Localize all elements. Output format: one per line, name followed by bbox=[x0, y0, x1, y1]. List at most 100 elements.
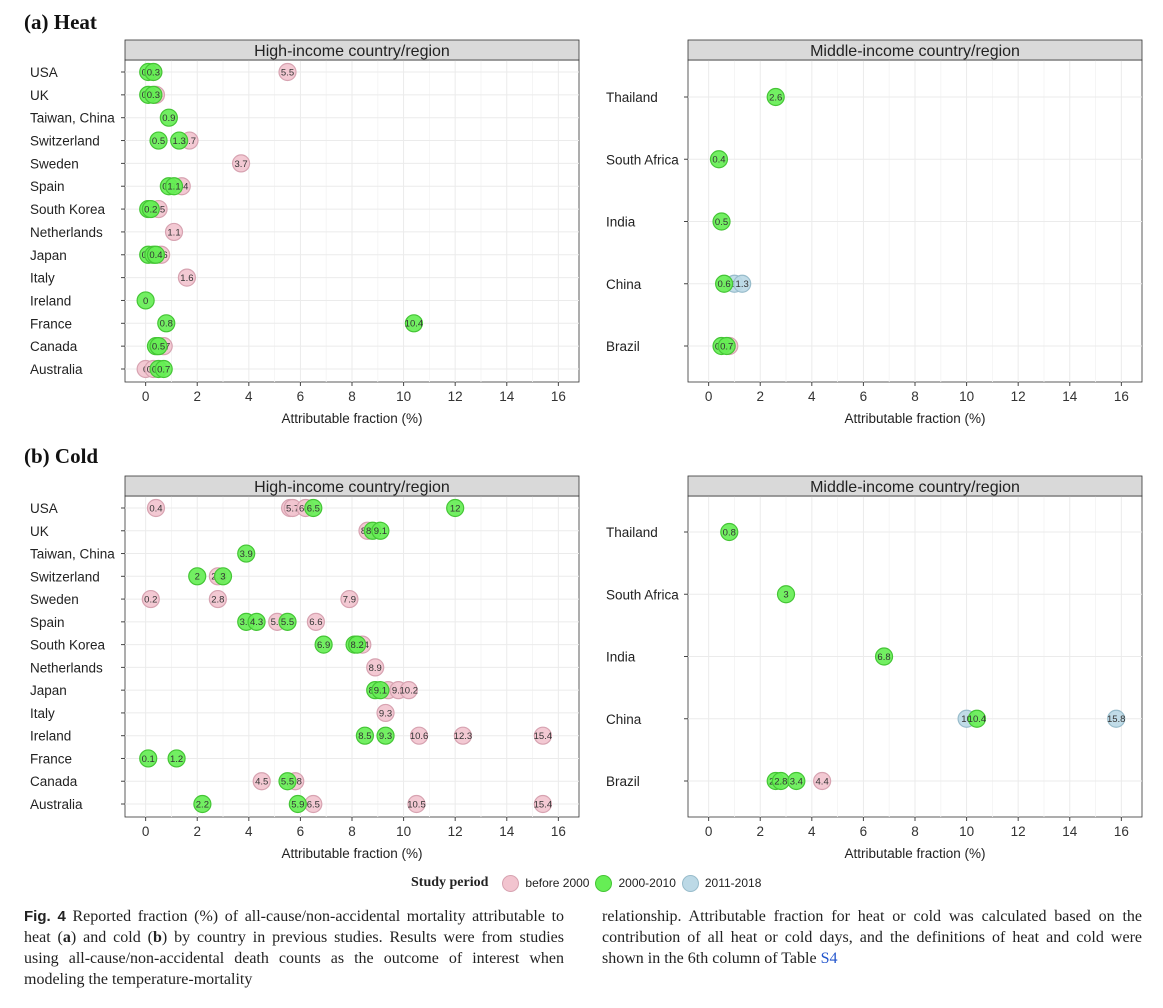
data-point-marker bbox=[141, 589, 160, 609]
heat-high-tick-label-16: 16 bbox=[551, 389, 566, 404]
data-point-label: 12 bbox=[450, 503, 461, 514]
cold-middle-strip-title: Middle-income country/region bbox=[810, 479, 1020, 496]
data-point-marker bbox=[278, 772, 297, 791]
cold-high-strip-title: High-income country/region bbox=[254, 479, 450, 496]
heat-high-category-label-spain: Spain bbox=[30, 179, 65, 194]
heat-high-point-italy-1-6: 1.6 bbox=[177, 268, 197, 287]
cold-high-point-usa-12: 12 bbox=[446, 498, 465, 518]
cold-high-category-label-japan: Japan bbox=[30, 683, 67, 698]
heat-high-tick-label-14: 14 bbox=[499, 389, 515, 404]
cold-high-point-canada-4-5: 4.5 bbox=[252, 772, 271, 791]
cold-high-point-australia-10-5: 10.5 bbox=[407, 794, 426, 814]
data-point-label: 0 bbox=[143, 296, 148, 307]
data-point-label: 2.8 bbox=[211, 594, 224, 605]
data-point-marker bbox=[146, 498, 166, 518]
heat-middle-tick-label-2: 2 bbox=[756, 389, 764, 404]
data-point-label: 0.7 bbox=[157, 364, 170, 375]
caption-b: b bbox=[152, 929, 162, 946]
data-point-label: 9.3 bbox=[379, 708, 392, 719]
cold-high-point-canada-5-5: 5.5 bbox=[278, 772, 297, 791]
data-point-marker bbox=[348, 635, 367, 654]
cold-high-point-ireland-8-5: 8.5 bbox=[355, 726, 374, 745]
heat-middle-category-label-thailand: Thailand bbox=[606, 90, 658, 105]
heat-high-category-label-switzerland: Switzerland bbox=[30, 134, 100, 149]
data-point-label: 15.4 bbox=[534, 799, 553, 810]
data-point-label: 5.7 bbox=[286, 503, 299, 514]
cold-high-point-sweden-0-2: 0.2 bbox=[141, 589, 160, 609]
data-point-label: 0.2 bbox=[144, 204, 157, 215]
cold-high-point-italy-9-3: 9.3 bbox=[376, 703, 395, 723]
cold-middle-category-label-india: India bbox=[606, 650, 636, 665]
heat-high-tick-label-2: 2 bbox=[193, 389, 201, 404]
cold-high-point-taiwan-china-3-9: 3.9 bbox=[237, 544, 256, 563]
cold-high-point-netherlands-8-9: 8.9 bbox=[366, 658, 385, 677]
heat-high-point-australia-0-7: 0.7 bbox=[154, 359, 173, 379]
cold-high-point-australia-5-9: 5.9 bbox=[288, 794, 307, 814]
heat-middle-tick-label-12: 12 bbox=[1011, 389, 1026, 404]
caption-left: Fig. 4 Reported fraction (%) of all-caus… bbox=[24, 906, 564, 990]
data-point-marker bbox=[733, 274, 752, 293]
heat-high-tick-label-4: 4 bbox=[245, 389, 253, 404]
cold-high-point-south-korea-6-9: 6.9 bbox=[314, 635, 333, 654]
cold-high-point-spain-6-6: 6.6 bbox=[306, 612, 325, 631]
heat-high-tick-label-6: 6 bbox=[297, 389, 305, 404]
heat-high-point-south-korea-0-2: 0.2 bbox=[141, 199, 160, 219]
data-point-label: 1.3 bbox=[173, 136, 186, 147]
data-point-label: 4.3 bbox=[250, 617, 263, 628]
heat-high-point-usa-5-5: 5.5 bbox=[278, 62, 297, 82]
heat-middle-point-thailand-2-6: 2.6 bbox=[766, 87, 785, 107]
cold-middle-panel: 0 2 4 6 8 10 12 14 16 Thailand South Africa India Ch… bbox=[606, 475, 1143, 861]
caption-a: a bbox=[62, 929, 71, 946]
cold-high-point-ireland-10-6: 10.6 bbox=[410, 726, 429, 745]
data-point-marker bbox=[157, 314, 176, 333]
data-point-label: 3.4 bbox=[790, 776, 803, 787]
cold-high-point-switzerland-2: 2 bbox=[188, 567, 207, 586]
caption-text-3: ) by country in previous studies. Result… bbox=[24, 929, 564, 988]
data-point-marker bbox=[715, 274, 734, 293]
heat-high-tick-label-0: 0 bbox=[142, 389, 150, 404]
data-point-marker bbox=[146, 245, 166, 264]
heat-high-point-spain-1-1: 1.1 bbox=[164, 177, 184, 196]
heat-middle-panel: 0 2 4 6 8 10 12 14 16 Thailand South Africa India Ch… bbox=[606, 39, 1143, 426]
cold-high-category-label-uk: UK bbox=[30, 524, 49, 539]
data-point-marker bbox=[407, 794, 426, 814]
data-point-marker bbox=[154, 359, 173, 379]
data-point-marker bbox=[376, 726, 395, 745]
data-point-marker bbox=[404, 314, 424, 333]
data-point-label: 3.9 bbox=[240, 549, 253, 560]
heat-high-category-label-japan: Japan bbox=[30, 248, 67, 263]
cold-middle-point-china-15-8: 15.8 bbox=[1107, 709, 1125, 728]
data-point-marker bbox=[159, 108, 178, 127]
data-point-label: 9.1 bbox=[374, 686, 387, 697]
legend-label-2000-2010: 2000-2010 bbox=[618, 876, 676, 890]
cold-high-point-south-korea-8-2: 8.2 bbox=[348, 635, 367, 654]
legend-swatch-before-2000 bbox=[502, 874, 520, 892]
data-point-marker bbox=[787, 771, 806, 791]
data-point-label: 10.4 bbox=[405, 319, 424, 330]
cold-high-point-australia-2-2: 2.2 bbox=[193, 794, 212, 814]
data-point-marker bbox=[446, 498, 465, 518]
cold-high-tick-label-2: 2 bbox=[193, 824, 201, 839]
data-point-label: 6.5 bbox=[307, 503, 320, 514]
data-point-label: 0.8 bbox=[160, 319, 173, 330]
cold-high-point-france-0-1: 0.1 bbox=[139, 749, 158, 768]
data-point-marker bbox=[314, 635, 333, 654]
heat-high-strip-title: High-income country/region bbox=[254, 43, 450, 60]
cold-high-category-label-usa: USA bbox=[30, 501, 58, 516]
cold-high-panel: 0 2 4 6 8 10 12 14 16 USA UK Taiwan, China Switzerla… bbox=[30, 475, 580, 861]
cold-high-point-japan-9-1: 9.1 bbox=[371, 681, 390, 700]
data-point-marker bbox=[453, 726, 473, 745]
heat-high-category-label-australia: Australia bbox=[30, 362, 83, 377]
data-point-marker bbox=[278, 62, 297, 82]
cold-middle-category-label-thailand: Thailand bbox=[606, 525, 658, 540]
heat-high-category-label-uk: UK bbox=[30, 88, 49, 103]
cold-middle-point-brazil-3-4: 3.4 bbox=[787, 771, 806, 791]
data-point-label: 3.9 bbox=[240, 617, 253, 628]
data-point-label: 3 bbox=[220, 572, 225, 583]
table-s4-link[interactable]: S4 bbox=[820, 950, 838, 967]
data-point-label: 5.5 bbox=[281, 617, 294, 628]
cold-high-point-sweden-7-9: 7.9 bbox=[340, 589, 359, 609]
data-point-label: 10.6 bbox=[410, 731, 429, 742]
caption-fig-label: Fig. 4 bbox=[24, 908, 66, 925]
heat-middle-category-label-china: China bbox=[606, 277, 642, 292]
